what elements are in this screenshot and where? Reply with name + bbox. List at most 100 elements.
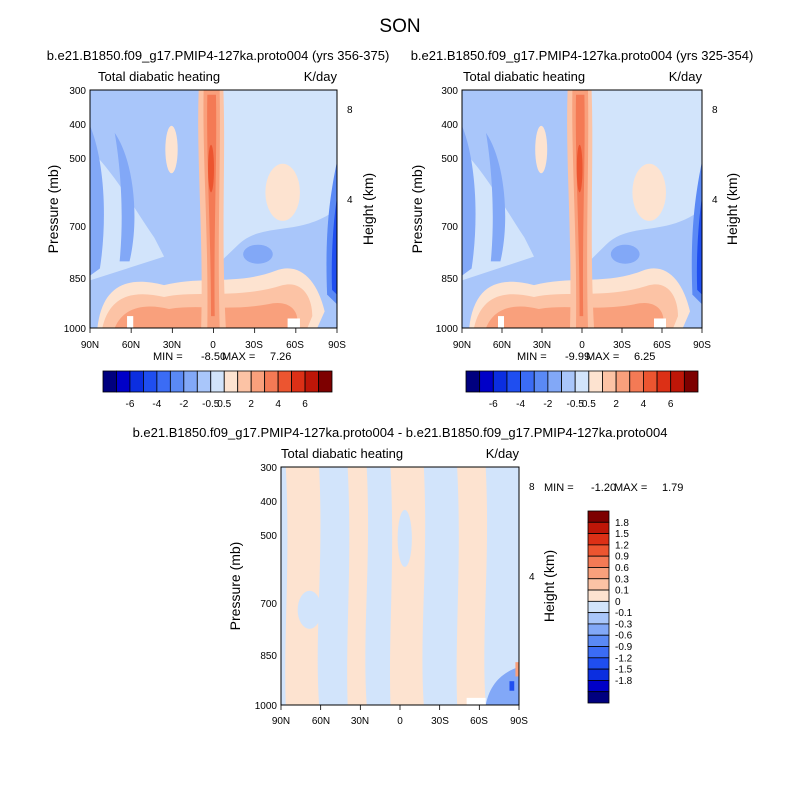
- colorbar-box: [492, 370, 508, 393]
- panel-1-colorbar: -6 -4 -2 -0.50.5 2 4 6: [102, 370, 333, 410]
- colorbar-label: -2: [543, 399, 552, 410]
- field-region-warm: [389, 467, 426, 705]
- colorbar-box: [129, 370, 144, 393]
- x-tick-label: 0: [210, 340, 216, 351]
- y-tick-label: 300: [260, 463, 277, 474]
- panel-3-min-value: -1.20: [591, 482, 616, 494]
- colorbar-box: [587, 612, 610, 625]
- colorbar-label: 1.5: [615, 529, 629, 540]
- colorbar-box: [588, 370, 603, 393]
- colorbar-box: [143, 370, 158, 393]
- colorbar-label: -0.5: [202, 399, 220, 410]
- x-tick-label: 30S: [431, 716, 449, 727]
- colorbar-box: [587, 600, 610, 614]
- x-tick-label: 90N: [272, 716, 290, 727]
- y-right-tick-label: 8: [712, 105, 718, 116]
- colorbar-box: [561, 370, 576, 393]
- panel-1-min-label: MIN =: [153, 351, 183, 363]
- field-region-cool: [486, 132, 506, 262]
- colorbar-box: [506, 370, 521, 393]
- x-tick-label: 30N: [533, 340, 551, 351]
- field-missing: [287, 318, 300, 328]
- colorbar-box: [102, 370, 117, 393]
- colorbar-box: [318, 370, 333, 393]
- panel-3-left-string: Total diabatic heating: [281, 446, 403, 461]
- field-region-cool: [331, 197, 337, 295]
- panel-3-title: b.e21.B1850.f09_g17.PMIP4-127ka.proto004…: [133, 425, 668, 440]
- y-right-tick-label: 4: [347, 195, 353, 206]
- panel-1-left-string: Total diabatic heating: [98, 69, 220, 84]
- x-tick-label: 90S: [693, 340, 711, 351]
- y-right-tick-label: 4: [712, 195, 718, 206]
- colorbar-label: -1.5: [615, 665, 633, 676]
- colorbar-label: 1.2: [615, 540, 629, 551]
- colorbar-box: [183, 370, 198, 393]
- panel-3-right-string: K/day: [486, 446, 520, 461]
- y-tick-label: 1000: [255, 701, 278, 712]
- colorbar-box: [169, 370, 185, 393]
- y-tick-label: 400: [441, 120, 458, 131]
- panel-3-y-ticks: 300 400 500 700 850 1000: [255, 463, 278, 712]
- panel-1-y-axis-label: Pressure (mb): [45, 165, 61, 254]
- panel-2-min-label: MIN =: [517, 351, 547, 363]
- colorbar-label: 6: [302, 399, 308, 410]
- y-tick-label: 850: [69, 274, 86, 285]
- y-tick-label: 300: [441, 86, 458, 97]
- panel-2-y-axis-label-right: Height (km): [724, 173, 740, 245]
- field-missing: [498, 316, 504, 328]
- panel-1-min-value: -8.50: [201, 351, 226, 363]
- colorbar-box: [587, 680, 610, 693]
- y-right-tick-label: 4: [529, 572, 535, 583]
- y-tick-label: 700: [260, 599, 277, 610]
- colorbar-label: -0.5: [567, 399, 585, 410]
- field-region-warm: [165, 125, 178, 174]
- colorbar-box: [520, 370, 535, 393]
- colorbar-box: [587, 533, 610, 546]
- x-tick-label: 0: [579, 340, 585, 351]
- colorbar-label: -6: [125, 399, 134, 410]
- y-tick-label: 850: [441, 274, 458, 285]
- x-tick-label: 0: [397, 716, 403, 727]
- x-tick-label: 90N: [81, 340, 99, 351]
- field-region-cool: [297, 590, 322, 629]
- x-tick-label: 60S: [286, 340, 304, 351]
- panel-2-left-string: Total diabatic heating: [463, 69, 585, 84]
- field-region-cool: [696, 197, 702, 295]
- y-right-tick-label: 8: [347, 105, 353, 116]
- colorbar-box: [615, 370, 631, 393]
- panel-2-max-value: 6.25: [634, 351, 655, 363]
- y-tick-label: 300: [69, 86, 86, 97]
- y-tick-label: 500: [260, 531, 277, 542]
- colorbar-box: [533, 370, 549, 393]
- y-tick-label: 400: [260, 497, 277, 508]
- panel-2-title: b.e21.B1850.f09_g17.PMIP4-127ka.proto004…: [411, 48, 754, 63]
- x-tick-label: 60N: [493, 340, 511, 351]
- x-tick-label: 30S: [245, 340, 263, 351]
- colorbar-label: -2: [179, 399, 188, 410]
- colorbar-box: [587, 657, 610, 670]
- panel-2-y-ticks-right: 8 4: [712, 105, 718, 206]
- colorbar-box: [587, 668, 610, 681]
- colorbar-box: [587, 578, 610, 591]
- colorbar-label: 2: [613, 399, 619, 410]
- field-region-warm: [632, 163, 666, 221]
- y-tick-label: 1000: [436, 324, 459, 335]
- panel-2-contour-field: [462, 90, 702, 328]
- colorbar-label: -0.6: [615, 631, 633, 642]
- panel-2-max-label: MAX =: [586, 351, 619, 363]
- figure-title: SON: [379, 16, 420, 37]
- panel-1-x-ticks: 90N 60N 30N 0 30S 60S 90S: [81, 340, 346, 351]
- y-right-tick-label: 8: [529, 482, 535, 493]
- colorbar-label: 2: [248, 399, 254, 410]
- panel-2-min-value: -9.99: [565, 351, 590, 363]
- colorbar-box: [587, 544, 610, 557]
- field-region-cool: [610, 244, 640, 264]
- x-tick-label: 30N: [351, 716, 369, 727]
- field-missing: [654, 318, 666, 328]
- colorbar-box: [643, 370, 658, 393]
- x-tick-label: 60N: [122, 340, 140, 351]
- panel-3-min-label: MIN =: [544, 482, 574, 494]
- field-region-cool: [243, 244, 273, 264]
- field-region-cool: [462, 125, 476, 276]
- colorbar-box: [264, 370, 279, 393]
